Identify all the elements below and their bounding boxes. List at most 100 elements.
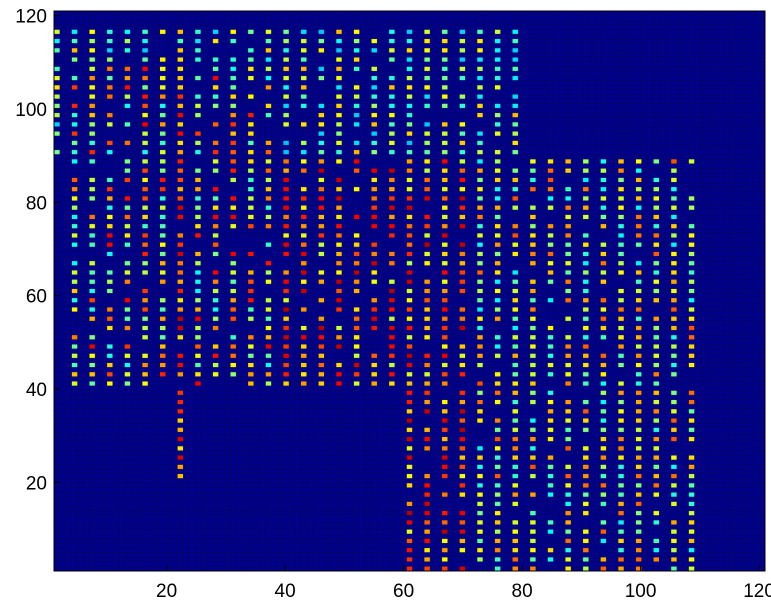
heatmap-cell: [353, 242, 360, 248]
heatmap-cell: [494, 316, 501, 322]
heatmap-cell: [618, 529, 624, 534]
heatmap-cell: [600, 501, 607, 507]
heatmap-cell: [89, 103, 96, 109]
heatmap-cell: [336, 122, 342, 127]
heatmap-cell: [618, 177, 624, 183]
heatmap-cell: [318, 168, 325, 173]
heatmap-cell: [159, 242, 166, 248]
heatmap-cell: [424, 547, 431, 553]
heatmap-cell: [230, 29, 237, 35]
heatmap-cell: [265, 205, 272, 211]
heatmap-cell: [300, 251, 307, 257]
heatmap-cell: [283, 251, 290, 257]
heatmap-cell: [71, 75, 78, 81]
heatmap-cell: [459, 48, 466, 53]
heatmap-cell: [653, 390, 660, 396]
heatmap-cell: [159, 270, 166, 275]
heatmap-cell: [618, 510, 624, 516]
heatmap-cell: [582, 159, 589, 164]
heatmap-cell: [424, 492, 431, 497]
heatmap-cell: [265, 177, 272, 183]
heatmap-cell: [300, 223, 307, 229]
heatmap-cell: [441, 325, 448, 331]
heatmap-cell: [159, 149, 166, 155]
heatmap-cell: [477, 29, 483, 35]
heatmap-cell: [635, 538, 642, 544]
heatmap-cell: [106, 316, 113, 322]
heatmap-cell: [424, 353, 431, 359]
heatmap-cell: [424, 325, 431, 331]
heatmap-cell: [71, 307, 78, 312]
heatmap-cell: [336, 334, 342, 340]
heatmap-cell: [318, 279, 325, 285]
heatmap-cell: [688, 260, 695, 266]
heatmap-cell: [212, 270, 219, 275]
heatmap-cell: [424, 223, 431, 229]
heatmap-cell: [212, 94, 219, 99]
heatmap-cell: [124, 307, 131, 312]
heatmap-cell: [441, 362, 448, 368]
heatmap-cell: [406, 371, 413, 377]
heatmap-cell: [230, 94, 237, 99]
heatmap-cell: [600, 520, 607, 525]
heatmap-cell: [547, 251, 554, 257]
heatmap-cell: [406, 362, 413, 368]
heatmap-cell: [71, 297, 78, 303]
heatmap-cell: [477, 233, 483, 238]
heatmap-cell: [424, 149, 431, 155]
heatmap-cell: [247, 223, 254, 229]
heatmap-cell: [494, 288, 501, 294]
heatmap-cell: [424, 297, 431, 303]
heatmap-cell: [89, 66, 96, 72]
heatmap-cell: [406, 529, 413, 534]
heatmap-cell: [195, 307, 201, 312]
heatmap-cell: [618, 205, 624, 211]
heatmap-cell: [635, 177, 642, 183]
heatmap-cell: [582, 464, 589, 470]
heatmap-cell: [265, 223, 272, 229]
heatmap-cell: [441, 103, 448, 109]
heatmap-cell: [635, 409, 642, 414]
heatmap-cell: [195, 94, 201, 99]
heatmap-cell: [670, 307, 677, 312]
heatmap-cell: [459, 168, 466, 173]
heatmap-cell: [582, 547, 589, 553]
heatmap-cell: [441, 334, 448, 340]
heatmap-cell: [529, 316, 536, 322]
heatmap-cell: [547, 390, 554, 396]
heatmap-cell: [477, 223, 483, 229]
heatmap-cell: [300, 362, 307, 368]
heatmap-cell: [459, 186, 466, 192]
heatmap-cell: [670, 316, 677, 322]
heatmap-cell: [106, 288, 113, 294]
heatmap-cell: [494, 29, 501, 35]
heatmap-cell: [142, 251, 149, 257]
heatmap-cell: [459, 446, 466, 451]
heatmap-cell: [600, 446, 607, 451]
heatmap-cell: [477, 103, 483, 109]
heatmap-cell: [512, 334, 519, 340]
heatmap-cell: [336, 371, 342, 377]
heatmap-cell: [124, 122, 131, 127]
heatmap-cell: [441, 279, 448, 285]
heatmap-cell: [353, 168, 360, 173]
heatmap-cell: [300, 205, 307, 211]
heatmap-cell: [159, 205, 166, 211]
heatmap-cell: [283, 159, 290, 164]
heatmap-cell: [653, 418, 660, 423]
heatmap-cell: [142, 297, 149, 303]
heatmap-cell: [600, 205, 607, 211]
heatmap-cell: [124, 85, 131, 90]
heatmap-cell: [54, 131, 60, 136]
heatmap-cell: [635, 455, 642, 460]
heatmap-cell: [635, 418, 642, 423]
heatmap-cell: [459, 325, 466, 331]
heatmap-cell: [318, 140, 325, 146]
heatmap-cell: [547, 464, 554, 470]
heatmap-cell: [635, 297, 642, 303]
heatmap-cell: [494, 66, 501, 72]
heatmap-cell: [230, 196, 237, 201]
heatmap-cell: [494, 297, 501, 303]
heatmap-cell: [406, 446, 413, 451]
heatmap-cell: [424, 260, 431, 266]
